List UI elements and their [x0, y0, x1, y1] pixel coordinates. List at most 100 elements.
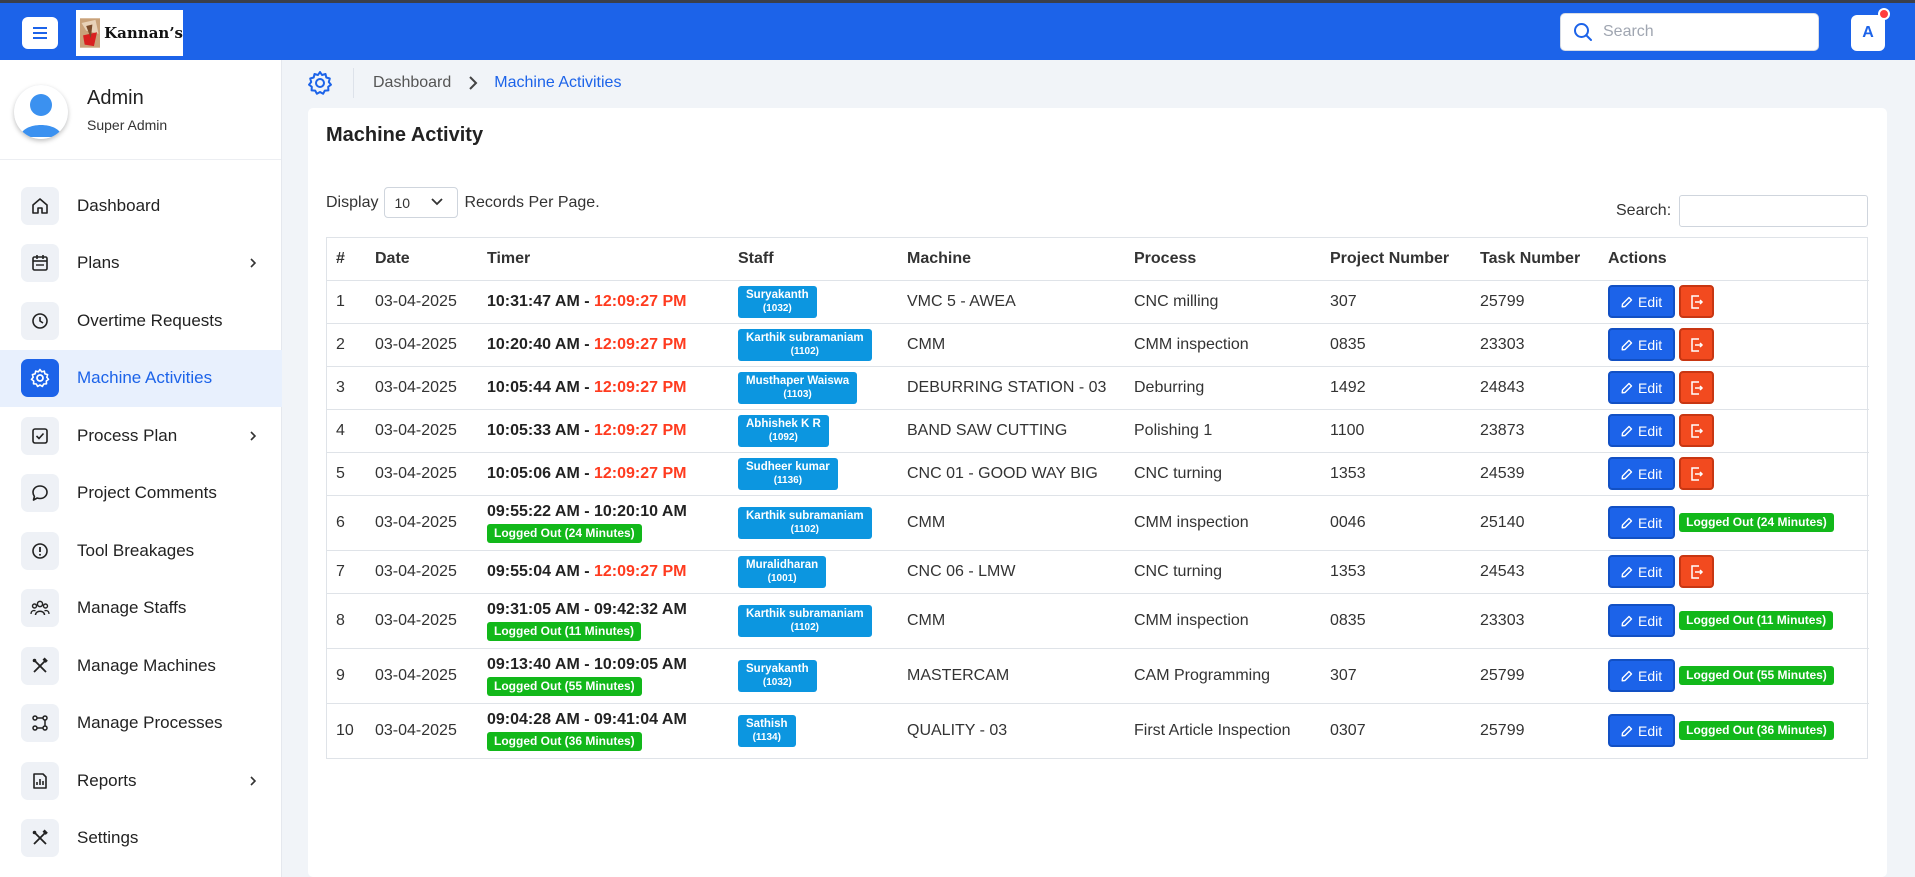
row-actions-group: Edit Logged Out (55 Minutes) [1608, 659, 1869, 692]
staff-badge[interactable]: Karthik subramaniam (1102) [738, 506, 872, 539]
logout-button[interactable] [1679, 371, 1715, 404]
staff-badge[interactable]: Karthik subramaniam (1102) [738, 328, 872, 361]
pencil-icon [1621, 339, 1633, 350]
breadcrumb-dashboard-link[interactable]: Dashboard [373, 74, 452, 91]
settings-gear-icon[interactable] [307, 70, 333, 96]
timer-separator: - [579, 421, 594, 439]
page-size-select[interactable]: 10 [384, 187, 459, 218]
row-project-number: 1353 [1321, 550, 1471, 594]
column-header[interactable]: Process [1125, 238, 1321, 281]
sidebar-item-machine-activities[interactable]: Machine Activities [0, 349, 282, 407]
row-actions-group: Edit Logged Out (24 Minutes) [1608, 506, 1869, 539]
global-search[interactable] [1560, 13, 1819, 51]
tools-icon [21, 646, 59, 685]
edit-button[interactable]: Edit [1608, 555, 1676, 588]
timer-start: 09:55:04 AM [487, 562, 580, 580]
staff-name: Karthik subramaniam [746, 509, 864, 522]
sidebar-item-tool-breakages[interactable]: Tool Breakages [0, 522, 282, 580]
logout-button[interactable] [1679, 414, 1715, 447]
logout-icon [1690, 423, 1703, 438]
column-header[interactable]: Project Number [1321, 238, 1471, 281]
row-number: 10 [336, 721, 354, 739]
row-number: 1 [327, 280, 366, 324]
edit-button[interactable]: Edit [1608, 328, 1676, 361]
sidebar-item-manage-staffs[interactable]: Manage Staffs [0, 580, 282, 638]
row-actions-group: Edit [1608, 371, 1869, 404]
table-header-row: # Date Timer Staff Machine Process Proje… [327, 238, 1869, 281]
sidebar-item-project-comments[interactable]: Project Comments [0, 465, 282, 523]
row-timer: 10:20:40 AM - 12:09:27 PM [478, 323, 729, 367]
edit-button[interactable]: Edit [1608, 371, 1676, 404]
sidebar-item-label: Project Comments [77, 483, 217, 503]
breadcrumb: Dashboard Machine Activities [307, 66, 621, 100]
row-staff: Abhishek K R (1092) [729, 409, 898, 453]
row-process: CMM inspection [1125, 495, 1321, 551]
sidebar-item-plans[interactable]: Plans [0, 235, 282, 293]
row-date: 03-04-2025 [375, 721, 457, 739]
edit-button[interactable]: Edit [1608, 714, 1676, 748]
row-machine: CMM [898, 593, 1125, 649]
logout-button[interactable] [1679, 328, 1715, 361]
row-date: 03-04-2025 [366, 550, 478, 594]
user-menu-button[interactable]: A [1851, 15, 1885, 51]
row-process: CAM Programming [1125, 648, 1321, 704]
sidebar-item-reports[interactable]: Reports [0, 752, 282, 810]
staff-badge[interactable]: Karthik subramaniam (1102) [738, 604, 872, 637]
logo-mark-icon [80, 18, 101, 48]
table-row: 3 03-04-2025 10:05:44 AM - 12:09:27 PM Must… [327, 366, 1869, 410]
comment-icon [21, 474, 59, 513]
column-header[interactable]: Date [366, 238, 478, 281]
table-search-input[interactable] [1679, 195, 1869, 227]
table-search-label: Search: [1616, 202, 1672, 219]
staff-badge[interactable]: Sathish (1134) [738, 714, 796, 747]
row-actions-group: Edit Logged Out (36 Minutes) [1608, 714, 1869, 748]
edit-button[interactable]: Edit [1608, 414, 1676, 447]
staff-badge[interactable]: Suryakanth (1032) [738, 659, 817, 692]
column-header[interactable]: Machine [898, 238, 1125, 281]
sidebar-item-overtime-requests[interactable]: Overtime Requests [0, 292, 282, 350]
brand-logo[interactable]: Kannan’s [76, 10, 183, 56]
sidebar-item-label: Tool Breakages [77, 540, 195, 560]
sidebar-item-manage-machines[interactable]: Manage Machines [0, 637, 282, 695]
logout-icon [1690, 380, 1703, 395]
sidebar-item-process-plan[interactable]: Process Plan [0, 407, 282, 465]
column-header[interactable]: Timer [478, 238, 729, 281]
timer-start: 09:55:22 AM [487, 502, 580, 520]
row-project-number: 1100 [1321, 409, 1471, 453]
logout-button[interactable] [1679, 457, 1715, 490]
edit-button[interactable]: Edit [1608, 604, 1676, 637]
timer-separator: - [579, 600, 594, 618]
breadcrumb-divider [353, 68, 354, 98]
edit-button[interactable]: Edit [1608, 457, 1676, 490]
flow-icon [21, 704, 59, 743]
sidebar-item-label: Manage Machines [77, 655, 216, 675]
pencil-icon [1621, 615, 1633, 626]
global-search-input[interactable] [1603, 23, 1803, 41]
staff-badge[interactable]: Sudheer kumar (1136) [738, 457, 838, 490]
logout-button[interactable] [1679, 555, 1715, 588]
row-task-number: 24543 [1471, 550, 1599, 594]
edit-button[interactable]: Edit [1608, 285, 1676, 318]
column-header[interactable]: Task Number [1471, 238, 1599, 281]
sidebar-item-dashboard[interactable]: Dashboard [0, 177, 282, 235]
timer-separator: - [579, 335, 594, 353]
column-header[interactable]: # [327, 238, 366, 281]
table-row: 4 03-04-2025 10:05:33 AM - 12:09:27 PM Abhi… [327, 409, 1869, 453]
staff-badge[interactable]: Muralidharan (1001) [738, 555, 827, 588]
profile-avatar[interactable] [14, 85, 68, 139]
staff-badge[interactable]: Abhishek K R (1092) [738, 414, 829, 447]
logout-button[interactable] [1679, 285, 1715, 318]
timer-start: 10:05:33 AM [487, 421, 580, 439]
row-actions: Edit [1599, 452, 1869, 496]
sidebar-item-settings[interactable]: Settings [0, 810, 282, 868]
menu-toggle-button[interactable] [22, 17, 58, 49]
edit-button[interactable]: Edit [1608, 506, 1676, 539]
sidebar-item-manage-processes[interactable]: Manage Processes [0, 695, 282, 753]
staff-badge[interactable]: Suryakanth (1032) [738, 285, 817, 318]
edit-button[interactable]: Edit [1608, 659, 1676, 692]
staff-badge[interactable]: Musthaper Waiswa (1103) [738, 371, 858, 404]
column-header[interactable]: Staff [729, 238, 898, 281]
staff-name: Sathish [746, 717, 788, 730]
row-timer: 10:05:44 AM - 12:09:27 PM [478, 366, 729, 410]
records-per-page-label: Records Per Page. [464, 193, 600, 211]
